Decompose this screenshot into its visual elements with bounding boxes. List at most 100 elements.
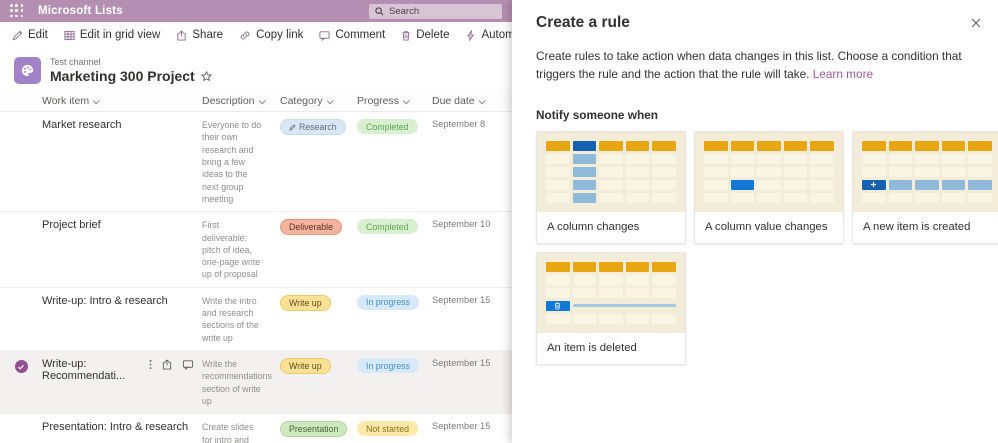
list-header: Test channel Marketing 300 Project [0, 48, 512, 91]
edit-button[interactable]: Edit [12, 29, 48, 41]
chevron-down-icon [478, 96, 486, 104]
category-pill[interactable]: Research [280, 119, 346, 135]
table-row[interactable]: Project brief First deliverable: pitch o… [0, 212, 512, 288]
category-pill[interactable]: Presentation [280, 421, 348, 438]
rule-card-label: An item is deleted [537, 332, 685, 364]
share-label: Share [192, 29, 224, 41]
share-icon [177, 30, 186, 41]
work-item-description: Write the intro and research sections of… [202, 295, 259, 343]
list-icon [14, 57, 41, 84]
copy-link-button[interactable]: Copy link [239, 29, 303, 41]
due-date: September 10 [432, 219, 491, 230]
rule-card-label: A new item is created [853, 211, 998, 243]
delete-label: Delete [416, 29, 450, 41]
table-graphic [853, 131, 998, 212]
column-header-work-item[interactable]: Work item [42, 95, 202, 107]
pencil-icon [289, 123, 296, 131]
rule-card-label: A column changes [537, 211, 685, 243]
edit-label: Edit [28, 29, 48, 41]
work-item-description: Everyone to do their own research and br… [202, 120, 262, 204]
palette-icon [21, 64, 34, 77]
table-graphic [537, 252, 685, 333]
app-top-bar: Microsoft Lists [0, 0, 512, 22]
table-graphic [695, 131, 843, 212]
due-date: September 15 [432, 421, 491, 432]
column-header-progress[interactable]: Progress [357, 95, 432, 107]
comment-label: Comment [335, 29, 386, 41]
waffle-menu-icon[interactable] [10, 4, 24, 18]
list-table: Work item Description Category Progress … [0, 91, 512, 443]
search-icon [375, 6, 384, 15]
close-icon[interactable] [968, 12, 984, 36]
table-row[interactable]: Presentation: Intro & research Create sl… [0, 414, 512, 443]
edit-in-grid-view-button[interactable]: Edit in grid view [64, 29, 161, 41]
due-date: September 15 [432, 358, 491, 368]
work-item-description: Write the recommendations section of wri… [202, 359, 272, 406]
progress-pill[interactable]: In progress [357, 294, 420, 310]
chevron-down-icon [258, 96, 266, 104]
due-date: September 8 [432, 119, 486, 129]
category-pill[interactable]: Write up [280, 294, 331, 311]
chevron-down-icon [402, 96, 410, 104]
rule-card-new-item-created[interactable]: A new item is created [852, 130, 998, 244]
share-button[interactable]: Share [176, 29, 223, 41]
category-pill[interactable]: Write up [280, 358, 331, 374]
rule-card-item-deleted[interactable]: An item is deleted [536, 251, 686, 365]
rule-cards: A column changes A column value changes [536, 130, 998, 365]
learn-more-link[interactable]: Learn more [812, 67, 874, 82]
edit-in-grid-view-label: Edit in grid view [79, 29, 161, 41]
comment-icon [319, 30, 330, 41]
work-item-title: Market research [42, 119, 122, 131]
create-rule-panel: Create a rule Create rules to take actio… [512, 0, 998, 443]
trash-icon [402, 30, 410, 40]
work-item-description: First deliverable: pitch of idea, one-pa… [202, 220, 261, 280]
command-bar: Edit Edit in grid view Share Copy link C… [0, 22, 572, 48]
search-box[interactable] [369, 3, 502, 19]
column-header-description[interactable]: Description [202, 95, 280, 107]
work-item-title: Write-up: Intro & research [42, 294, 168, 307]
app-title: Microsoft Lists [38, 5, 123, 17]
table-row-selected[interactable]: Write-up: Recommendati... Write the reco… [0, 351, 512, 415]
more-options-icon[interactable] [149, 359, 152, 370]
list-title: Marketing 300 Project [50, 68, 195, 84]
column-header-due-date[interactable]: Due date [432, 95, 512, 107]
progress-pill[interactable]: In progress [357, 358, 420, 373]
automate-flow-icon [467, 29, 475, 41]
progress-pill[interactable]: Completed [357, 219, 418, 235]
pencil-icon [12, 30, 23, 40]
copy-link-label: Copy link [256, 29, 304, 41]
chevron-down-icon [326, 96, 334, 104]
work-item-description: Create slides for intro and research sec… [202, 422, 254, 443]
delete-button[interactable]: Delete [401, 29, 449, 41]
plus-icon [862, 179, 886, 190]
table-header-row: Work item Description Category Progress … [0, 91, 512, 112]
panel-title: Create a rule [536, 14, 630, 31]
rule-card-column-value-changes[interactable]: A column value changes [694, 130, 844, 244]
trash-icon [546, 300, 570, 311]
table-row[interactable]: Write-up: Intro & research Write the int… [0, 287, 512, 351]
favorite-star-icon[interactable] [200, 70, 212, 82]
table-row[interactable]: Market research Everyone to do their own… [0, 112, 512, 213]
progress-pill[interactable]: Not started [357, 421, 419, 437]
rule-card-column-changes[interactable]: A column changes [536, 130, 686, 244]
search-input[interactable] [389, 5, 496, 17]
table-graphic [537, 131, 685, 212]
column-header-category[interactable]: Category [280, 95, 357, 107]
row-selected-check-icon[interactable] [14, 360, 28, 373]
grid-icon [64, 30, 75, 40]
comment-icon[interactable] [182, 359, 194, 370]
deleted-row-line [572, 301, 676, 311]
notify-section-heading: Notify someone when [536, 107, 658, 122]
comment-button[interactable]: Comment [319, 29, 385, 41]
work-item-title: Write-up: Recommendati... [42, 358, 126, 382]
chevron-down-icon [92, 96, 100, 104]
panel-description: Create rules to take action when data ch… [536, 47, 976, 84]
work-item-title: Project brief [42, 219, 101, 232]
progress-pill[interactable]: Completed [357, 119, 418, 134]
category-pill[interactable]: Deliverable [280, 219, 343, 236]
due-date: September 15 [432, 294, 491, 305]
lists-app: Microsoft Lists Edit Edit in grid view S… [0, 0, 572, 443]
panel-description-text: Create rules to take action when data ch… [536, 49, 962, 82]
share-icon[interactable] [161, 359, 173, 370]
